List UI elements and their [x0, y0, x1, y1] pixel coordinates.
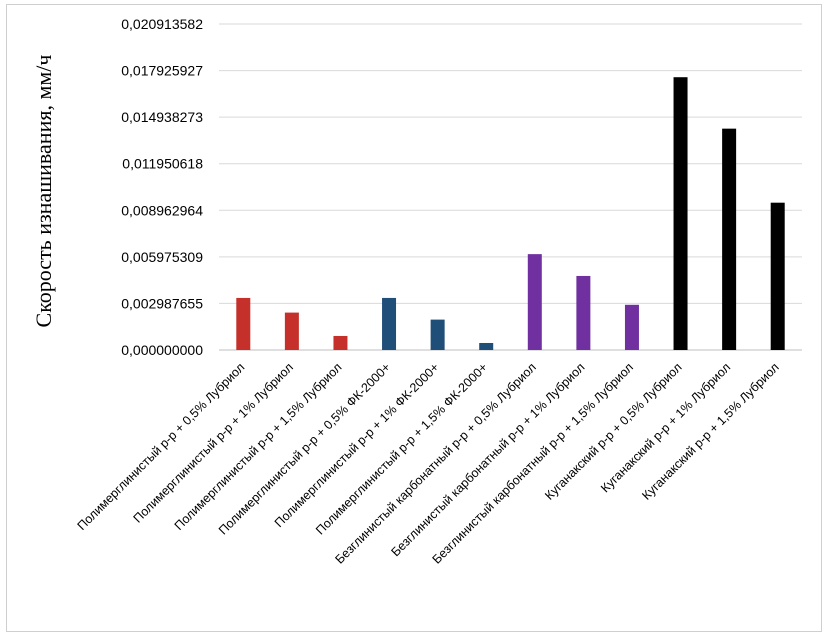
x-category-label: Полимерглинистый р-р + 0,5% ФК-2000+ — [216, 360, 393, 537]
bar — [236, 297, 251, 350]
gridlines — [219, 23, 802, 351]
bar — [430, 319, 445, 350]
bar — [333, 335, 348, 350]
bar — [770, 202, 785, 350]
bar — [284, 312, 299, 350]
bar-chart: 0,000000000 0,002987655 0,005975309 0,00896… — [31, 16, 802, 567]
y-axis-title: Скорость изнашивания, мм/ч — [31, 55, 56, 328]
y-tick-label: 0,002987655 — [121, 295, 203, 311]
y-tick-label: 0,017925927 — [121, 63, 203, 79]
bar — [673, 77, 688, 351]
chart-frame: 0,000000000 0,002987655 0,005975309 0,00896… — [6, 4, 822, 632]
bar — [479, 342, 494, 350]
bar — [624, 304, 639, 350]
y-tick-label: 0,005975309 — [121, 249, 203, 265]
y-tick-label: 0,011950618 — [122, 156, 203, 172]
y-tick-label: 0,000000000 — [121, 342, 203, 358]
x-axis-category-labels: Полимерглинистый р-р + 0,5% ЛубриолПолим… — [75, 360, 782, 566]
bar — [722, 128, 737, 350]
bar — [527, 254, 542, 350]
bars — [236, 77, 785, 351]
y-axis-ticks: 0,000000000 0,002987655 0,005975309 0,00896… — [121, 16, 203, 358]
x-category-label: Полимерглинистый р-р + 1,5% Лубриол — [172, 360, 345, 533]
y-tick-label: 0,020913582 — [121, 16, 203, 32]
y-tick-label: 0,008962964 — [121, 202, 203, 218]
y-tick-label: 0,014938273 — [121, 109, 203, 125]
x-category-label: Полимерглинистый р-р + 1,5% ФК-2000+ — [313, 360, 490, 537]
x-category-label: Полимерглинистый р-р + 0,5% Лубриол — [75, 360, 248, 533]
bar — [382, 297, 397, 350]
bar — [576, 275, 591, 350]
